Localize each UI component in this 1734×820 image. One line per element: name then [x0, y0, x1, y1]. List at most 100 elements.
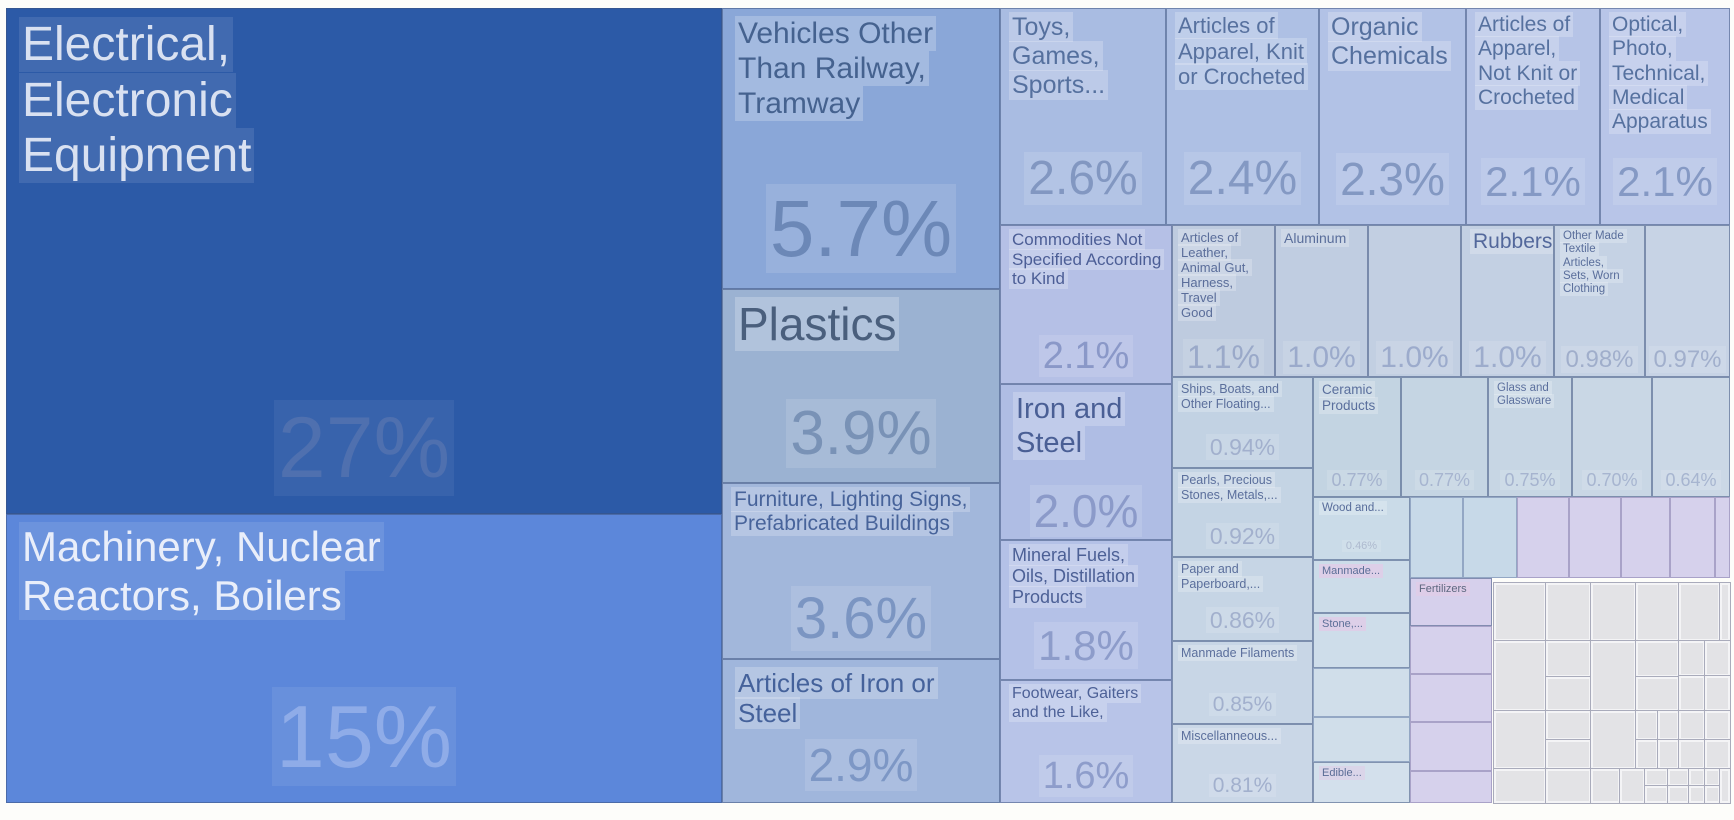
cell-value: 0.46%	[1341, 539, 1382, 552]
treemap-fragment[interactable]	[1546, 711, 1591, 740]
treemap-fragment[interactable]	[1410, 674, 1492, 722]
treemap-fragment[interactable]	[1689, 786, 1705, 803]
treemap-cell-fertilizers[interactable]: Fertilizers	[1410, 578, 1492, 626]
treemap-fragment[interactable]	[1658, 711, 1679, 740]
treemap-fragment[interactable]	[1679, 641, 1705, 676]
treemap-fragment[interactable]	[1670, 497, 1715, 578]
treemap-cell-optical-photo-technical-medical-apparatus[interactable]: Optical, Photo, Technical, Medical Appar…	[1600, 8, 1730, 225]
treemap-fragment[interactable]	[1636, 740, 1658, 769]
cell-label: Ships, Boats, and Other Floating...	[1178, 381, 1282, 412]
treemap-cell-unlabeled[interactable]: 0.70%	[1572, 377, 1652, 497]
treemap-fragment[interactable]	[1494, 769, 1546, 803]
treemap-fragment[interactable]	[1494, 583, 1546, 641]
treemap-fragment[interactable]	[1679, 583, 1720, 641]
cell-label: Manmade...	[1319, 564, 1384, 578]
treemap-cell-furniture-lighting-signs-prefabricated-buildings[interactable]: Furniture, Lighting Signs, Prefabricated…	[722, 483, 1000, 659]
treemap-fragment[interactable]	[1546, 677, 1591, 711]
treemap-cell-edible[interactable]: Edible...	[1313, 762, 1410, 803]
treemap-fragment[interactable]	[1705, 786, 1720, 803]
treemap-fragment[interactable]	[1645, 769, 1668, 786]
treemap-cell-ships-boats-and-other-floating[interactable]: Ships, Boats, and Other Floating... 0.94%	[1172, 377, 1313, 468]
treemap-fragment[interactable]	[1621, 497, 1670, 578]
treemap-fragment[interactable]	[1463, 497, 1517, 578]
treemap-fragment[interactable]	[1720, 583, 1730, 641]
cell-label: Glass and Glassware	[1494, 381, 1555, 409]
treemap-cell-articles-of-apparel-knit-or-crocheted[interactable]: Articles of Apparel, Knit or Crocheted 2.…	[1166, 8, 1319, 225]
treemap-fragment[interactable]	[1569, 497, 1621, 578]
treemap-cell-other-made-textile-articles-sets-worn-clothing[interactable]: Other Made Textile Articles, Sets, Worn …	[1554, 225, 1645, 377]
treemap-cell-unlabeled[interactable]: 0.77%	[1401, 377, 1488, 497]
treemap-cell-unlabeled[interactable]: 0.64%	[1652, 377, 1730, 497]
treemap-cell-unlabeled[interactable]: 1.0%	[1368, 225, 1461, 377]
treemap-fragment[interactable]	[1636, 677, 1679, 711]
treemap-cell-commodities-not-specified-according-to-kind[interactable]: Commodities Not Specified According to K…	[1000, 225, 1172, 384]
treemap-fragment[interactable]	[1591, 711, 1636, 769]
treemap-cell-pearls-precious-stones-metals[interactable]: Pearls, Precious Stones, Metals,... 0.92%	[1172, 468, 1313, 557]
treemap-cell-wood-and[interactable]: Wood and... 0.46%	[1313, 497, 1410, 560]
treemap-fragment[interactable]	[1705, 641, 1730, 676]
cell-label: Paper and Paperboard,...	[1178, 561, 1264, 592]
treemap-fragment[interactable]	[1546, 641, 1591, 677]
treemap-cell-footwear-gaiters-and-the-like[interactable]: Footwear, Gaiters and the Like, 1.6%	[1000, 680, 1172, 803]
treemap-cell-paper-and-paperboard[interactable]: Paper and Paperboard,... 0.86%	[1172, 557, 1313, 641]
cell-value: 0.77%	[1414, 469, 1475, 490]
treemap-fragment[interactable]	[1636, 711, 1658, 740]
cell-label: Stone,...	[1319, 617, 1366, 631]
treemap-fragment[interactable]	[1668, 769, 1689, 786]
treemap-cell-articles-of-iron-or-steel[interactable]: Articles of Iron or Steel 2.9%	[722, 659, 1000, 803]
treemap-fragment[interactable]	[1410, 722, 1492, 771]
treemap-fragment[interactable]	[1645, 786, 1668, 803]
treemap-cell-toys-games-sports[interactable]: Toys, Games, Sports... 2.6%	[1000, 8, 1166, 225]
treemap-fragment[interactable]	[1591, 641, 1636, 711]
treemap-fragment[interactable]	[1313, 668, 1410, 717]
treemap-fragment[interactable]	[1668, 786, 1689, 803]
treemap-cell-vehicles-other-than-railway-tramway[interactable]: Vehicles Other Than Railway, Tramway 5.7%	[722, 8, 1000, 289]
treemap-cell-manmade-filaments[interactable]: Manmade Filaments 0.85%	[1172, 641, 1313, 724]
treemap-fragment[interactable]	[1494, 641, 1546, 711]
treemap-cell-mineral-fuels-oils-distillation-products[interactable]: Mineral Fuels, Oils, Distillation Produc…	[1000, 540, 1172, 680]
treemap-fragment[interactable]	[1720, 769, 1730, 803]
treemap-fragment[interactable]	[1679, 676, 1705, 711]
cell-label: Vehicles Other Than Railway, Tramway	[735, 16, 937, 121]
treemap-fragment[interactable]	[1546, 583, 1591, 641]
treemap-fragment[interactable]	[1679, 740, 1705, 769]
treemap-fragment[interactable]	[1705, 711, 1730, 740]
treemap-fragment[interactable]	[1410, 497, 1463, 578]
treemap-fragment[interactable]	[1705, 740, 1730, 769]
treemap-fragment[interactable]	[1546, 769, 1591, 803]
treemap-fragment[interactable]	[1636, 583, 1679, 641]
treemap-fragment[interactable]	[1658, 740, 1679, 769]
treemap-cell-miscellanneous[interactable]: Miscellanneous... 0.81%	[1172, 724, 1313, 803]
treemap-cell-electrical-electronic-equipment[interactable]: Electrical, Electronic Equipment 27%	[6, 8, 722, 514]
treemap-cell-plastics[interactable]: Plastics 3.9%	[722, 289, 1000, 483]
cell-label: Miscellanneous...	[1178, 728, 1281, 744]
treemap-cell-manmade[interactable]: Manmade...	[1313, 560, 1410, 613]
treemap-fragment[interactable]	[1705, 676, 1730, 711]
treemap-cell-unlabeled[interactable]: 0.97%	[1645, 225, 1730, 377]
treemap-cell-stone[interactable]: Stone,...	[1313, 613, 1410, 668]
treemap-fragment[interactable]	[1715, 497, 1730, 578]
treemap-cell-organic-chemicals[interactable]: Organic Chemicals 2.3%	[1319, 8, 1466, 225]
treemap-fragment[interactable]	[1494, 711, 1546, 769]
treemap-cell-ceramic-products[interactable]: Ceramic Products 0.77%	[1313, 377, 1401, 497]
treemap-fragment[interactable]	[1679, 711, 1705, 740]
treemap-cell-aluminum[interactable]: Aluminum 1.0%	[1275, 225, 1368, 377]
treemap-cell-machinery-nuclear-reactors-boilers[interactable]: Machinery, Nuclear Reactors, Boilers 15%	[6, 514, 722, 803]
treemap-cell-articles-of-apparel-not-knit-or-crocheted[interactable]: Articles of Apparel, Not Knit or Crochet…	[1466, 8, 1600, 225]
treemap-fragment[interactable]	[1591, 769, 1620, 803]
treemap-fragment[interactable]	[1620, 769, 1645, 803]
treemap-cell-rubbers[interactable]: Rubbers 1.0%	[1461, 225, 1554, 377]
treemap-fragment[interactable]	[1546, 740, 1591, 769]
treemap-fragment[interactable]	[1410, 771, 1492, 803]
treemap-fragment[interactable]	[1517, 497, 1569, 578]
treemap-fragment[interactable]	[1689, 769, 1705, 786]
treemap-fragment[interactable]	[1705, 769, 1720, 786]
treemap-cell-glass-and-glassware[interactable]: Glass and Glassware 0.75%	[1488, 377, 1572, 497]
treemap-cell-iron-and-steel[interactable]: Iron and Steel 2.0%	[1000, 384, 1172, 540]
treemap-fragment[interactable]	[1636, 641, 1679, 677]
treemap-cell-articles-of-leather-animal-gut-harness-travel-go[interactable]: Articles of Leather, Animal Gut, Harness…	[1172, 225, 1275, 377]
treemap-fragment[interactable]	[1313, 717, 1410, 762]
treemap-fragment[interactable]	[1410, 626, 1492, 674]
treemap-fragment[interactable]	[1591, 583, 1636, 641]
